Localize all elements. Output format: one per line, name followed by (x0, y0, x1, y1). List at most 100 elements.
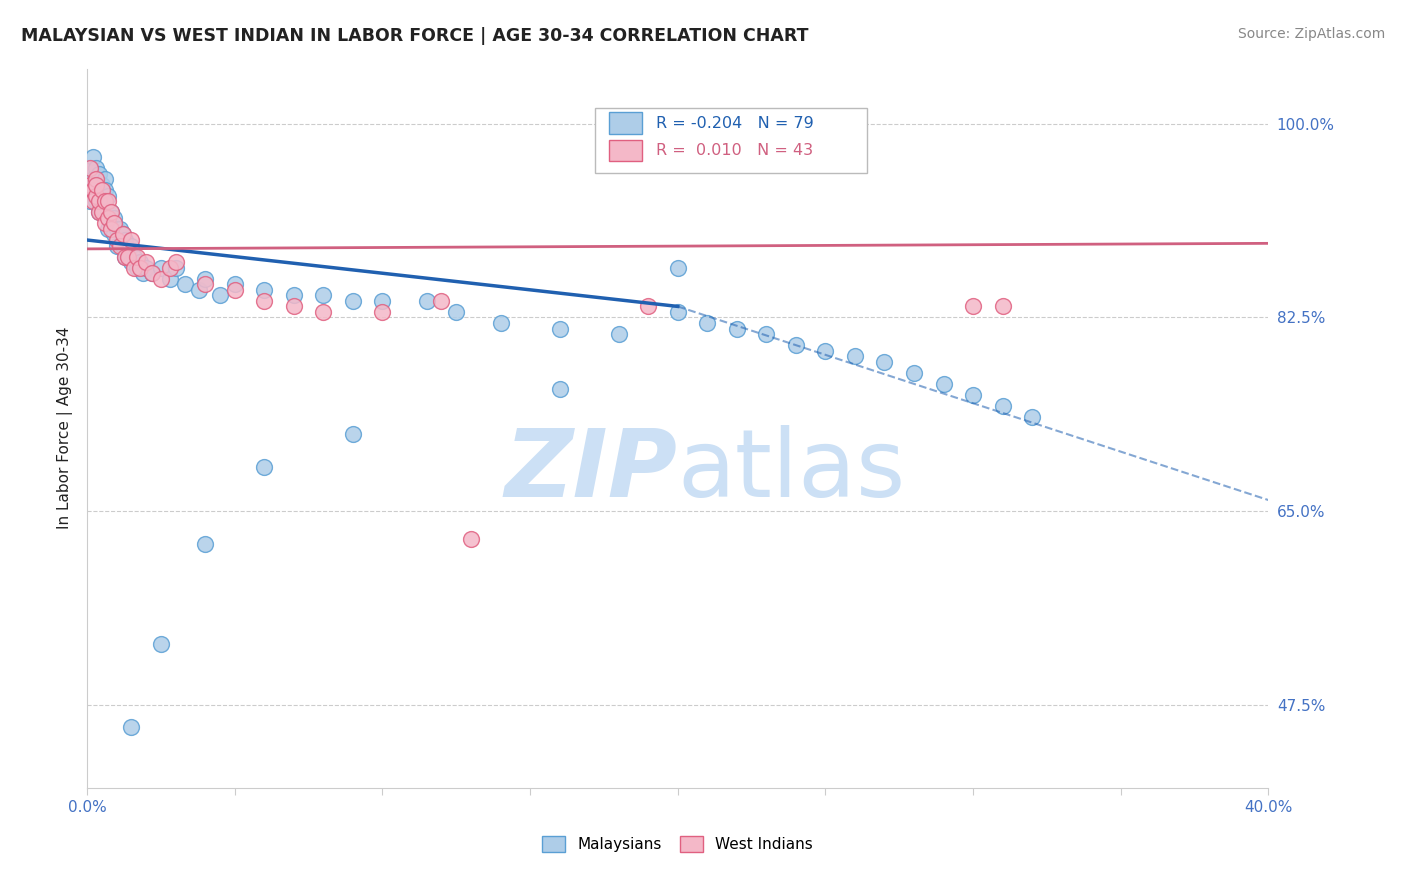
Point (103, 216, 125, 230)
Point (173, 277, 195, 292)
Point (444, 305, 467, 319)
Point (79, 161, 101, 175)
Point (194, 277, 217, 292)
Point (82, 183, 104, 197)
Point (94, 194, 117, 209)
Text: ZIP: ZIP (505, 425, 678, 517)
Point (430, 293, 453, 308)
Point (159, 260, 181, 275)
Point (82, 172, 104, 186)
Point (342, 426, 364, 441)
Point (124, 250, 146, 264)
Point (873, 355, 896, 369)
Point (84, 172, 107, 186)
Point (127, 260, 149, 275)
Point (97, 222, 120, 236)
Point (120, 255, 142, 269)
Point (114, 250, 136, 264)
Point (991, 300, 1014, 314)
Text: atlas: atlas (678, 425, 905, 517)
Point (97, 205, 120, 219)
Point (371, 305, 394, 319)
Point (84, 172, 107, 186)
Point (371, 293, 394, 308)
Point (755, 327, 778, 342)
Point (962, 300, 984, 314)
Point (135, 255, 157, 269)
Point (224, 277, 246, 292)
Point (87, 205, 110, 219)
Point (94, 216, 117, 230)
Point (87, 194, 110, 209)
Point (105, 233, 128, 247)
Point (84, 194, 107, 209)
Point (253, 283, 276, 297)
Point (149, 637, 172, 651)
Point (105, 222, 128, 236)
Point (785, 338, 807, 352)
Point (129, 260, 152, 275)
Point (79, 178, 101, 192)
Point (97, 194, 120, 209)
Point (94, 183, 117, 197)
Point (415, 293, 437, 308)
Point (94, 194, 117, 209)
FancyBboxPatch shape (595, 108, 866, 173)
Point (342, 293, 364, 308)
Point (141, 266, 163, 280)
Point (127, 250, 149, 264)
Point (149, 272, 172, 286)
Point (844, 349, 866, 363)
Point (117, 250, 139, 264)
Point (460, 532, 482, 546)
Point (224, 283, 246, 297)
Point (903, 366, 925, 380)
Point (666, 260, 689, 275)
Text: R =  0.010   N = 43: R = 0.010 N = 43 (657, 143, 814, 158)
Point (114, 233, 136, 247)
Point (84, 178, 107, 192)
Point (283, 300, 305, 314)
Point (90, 178, 112, 192)
Point (194, 272, 217, 286)
Point (165, 260, 187, 275)
Point (84, 178, 107, 192)
Point (135, 260, 157, 275)
Y-axis label: In Labor Force | Age 30-34: In Labor Force | Age 30-34 (58, 326, 73, 529)
Point (208, 288, 231, 302)
Point (283, 288, 305, 302)
Text: MALAYSIAN VS WEST INDIAN IN LABOR FORCE | AGE 30-34 CORRELATION CHART: MALAYSIAN VS WEST INDIAN IN LABOR FORCE … (21, 27, 808, 45)
Text: Source: ZipAtlas.com: Source: ZipAtlas.com (1237, 27, 1385, 41)
Point (108, 222, 131, 236)
Text: R = -0.204   N = 79: R = -0.204 N = 79 (657, 116, 814, 131)
Point (489, 316, 512, 330)
Point (82, 183, 104, 197)
Point (94, 172, 117, 186)
Point (97, 188, 120, 202)
Point (962, 388, 984, 402)
Point (607, 327, 630, 342)
Point (696, 316, 718, 330)
Point (100, 216, 122, 230)
Point (87, 194, 110, 209)
Point (90, 188, 112, 202)
Point (100, 205, 122, 219)
Point (165, 255, 187, 269)
Point (114, 250, 136, 264)
Point (120, 233, 142, 247)
Point (312, 305, 335, 319)
Point (90, 183, 112, 197)
Point (87, 167, 110, 181)
Point (103, 211, 125, 225)
Point (932, 376, 955, 391)
Point (97, 211, 120, 225)
Point (129, 255, 152, 269)
Point (120, 238, 142, 252)
Point (159, 272, 181, 286)
Point (253, 293, 276, 308)
Point (87, 205, 110, 219)
Point (82, 194, 104, 209)
FancyBboxPatch shape (609, 112, 643, 134)
Point (108, 238, 131, 252)
Point (79, 194, 101, 209)
